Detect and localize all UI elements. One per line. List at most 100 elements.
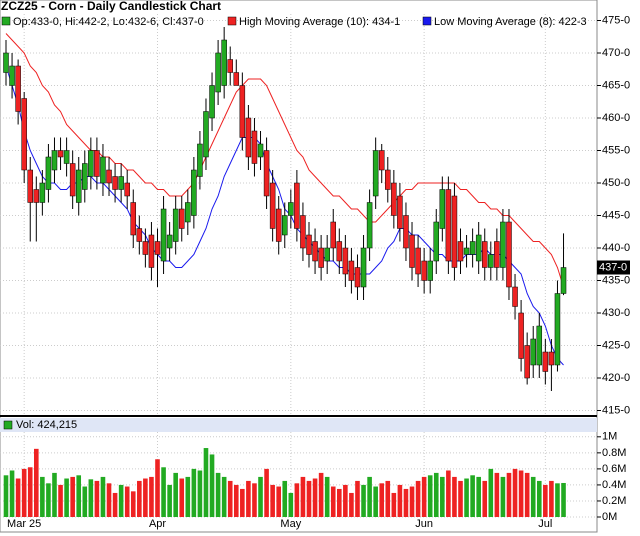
volume-bar [373, 486, 378, 517]
volume-bar [555, 483, 560, 517]
volume-bar [46, 483, 51, 517]
volume-bar [282, 480, 288, 517]
y-tick-label: 0.4M [602, 479, 626, 491]
volume-bar [421, 476, 427, 517]
legend-swatch [1, 16, 11, 26]
candle-body [421, 260, 427, 281]
x-tick-label: Apr [149, 518, 166, 530]
volume-bar [349, 492, 354, 517]
volume-bar [482, 480, 488, 517]
volume-bar [52, 472, 57, 517]
volume-bar [409, 486, 415, 517]
volume-bar [343, 484, 348, 517]
candle-body [3, 52, 9, 73]
volume-bar [197, 470, 203, 517]
candle-body [172, 208, 179, 242]
legend-swatch [227, 16, 237, 26]
y-tick-label: 460-0 [602, 112, 630, 124]
y-tick-label: 465-0 [602, 79, 630, 91]
candle-body [257, 143, 264, 158]
volume-bar [191, 468, 197, 517]
legend-swatch [3, 420, 13, 430]
volume-bar [270, 484, 275, 517]
volume-bar [312, 478, 318, 517]
volume-bar [306, 480, 312, 517]
y-tick-label: 435-0 [602, 274, 630, 286]
volume-bar [464, 478, 469, 517]
volume-bar [9, 470, 15, 517]
volume-bar [155, 459, 160, 517]
volume-bar [64, 478, 69, 517]
volume-bar [227, 480, 233, 517]
volume-bar [433, 472, 439, 517]
candle-body [506, 221, 512, 288]
candle-body [75, 169, 82, 203]
ohlc-legend: Op:433-0, Hi:442-2, Lo:432-6, Cl:437-0 [13, 16, 204, 28]
y-tick-label: 0M [602, 511, 617, 523]
y-tick-label: 1M [602, 431, 617, 443]
y-tick-label: 475-0 [602, 14, 630, 26]
candle-body [191, 169, 197, 216]
candle-body [233, 72, 240, 86]
candle-body [530, 338, 536, 366]
candle-body [154, 241, 161, 255]
volume-bar [415, 480, 421, 517]
candle-body [124, 182, 130, 197]
candle-body [33, 189, 40, 203]
candle-body [185, 202, 191, 223]
candle-body [282, 215, 288, 236]
volume-bar [58, 484, 63, 517]
last-price-box [597, 260, 630, 275]
candle-body [348, 260, 355, 281]
candle-body [518, 312, 524, 359]
volume-bar [300, 476, 306, 517]
candle-body [27, 169, 33, 203]
volume-bar [288, 492, 294, 517]
candle-body [106, 169, 112, 184]
volume-bar [397, 484, 403, 517]
volume-bar [403, 488, 409, 517]
candle-body [160, 208, 167, 262]
volume-bar [100, 476, 106, 517]
candle-body [178, 208, 185, 229]
volume-bar [203, 448, 209, 517]
volume-bar [15, 478, 21, 517]
candle-body [51, 150, 58, 171]
volume-bar [361, 484, 366, 517]
volume-legend: Vol: 424,215 [16, 419, 77, 431]
volume-bar [215, 472, 221, 517]
candle-body [360, 247, 367, 288]
volume-bar [240, 488, 245, 517]
volume-bar [458, 480, 463, 517]
candle-body [451, 195, 458, 268]
volume-bar [130, 491, 136, 517]
volume-bar [276, 486, 281, 517]
y-tick-label: 470-0 [602, 47, 630, 59]
y-tick-label: 430-0 [602, 307, 630, 319]
candle-body [94, 150, 100, 177]
candle-body [324, 247, 330, 262]
candle-body [548, 351, 555, 366]
volume-bar [330, 486, 336, 517]
candle-body [512, 286, 518, 307]
volume-bar [446, 470, 451, 517]
candle-body [318, 247, 324, 268]
candle-body [481, 241, 488, 268]
y-tick-label: 0.8M [602, 447, 626, 459]
volume-bar [82, 486, 88, 517]
candle-body [166, 234, 173, 249]
volume-bar [149, 476, 154, 517]
volume-bar [167, 484, 172, 517]
y-tick-label: 445-0 [602, 209, 630, 221]
y-tick-label: 425-0 [602, 339, 630, 351]
y-tick-label: 450-0 [602, 177, 630, 189]
y-tick-label: 440-0 [602, 242, 630, 254]
volume-bar [40, 476, 45, 517]
volume-bar [137, 480, 142, 517]
candle-body [312, 241, 318, 262]
volume-bar [367, 476, 372, 517]
y-tick-label: 455-0 [602, 144, 630, 156]
candle-body [69, 163, 76, 197]
candle-body [560, 267, 567, 294]
